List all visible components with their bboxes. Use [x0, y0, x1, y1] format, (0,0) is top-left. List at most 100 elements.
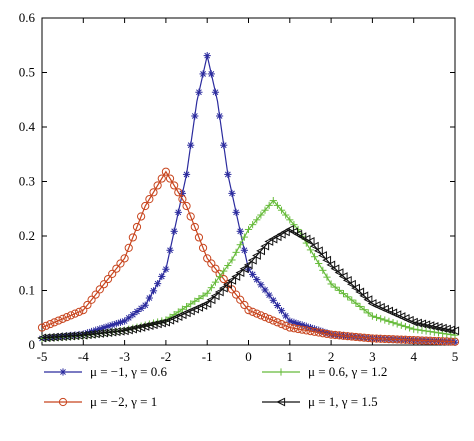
data-point — [385, 317, 393, 325]
data-point — [249, 221, 257, 229]
data-point — [199, 292, 207, 300]
data-point — [41, 333, 51, 343]
data-point — [352, 299, 360, 307]
data-point — [236, 295, 245, 304]
data-point — [37, 333, 47, 343]
data-point — [207, 70, 215, 78]
data-point — [49, 332, 59, 342]
data-point — [261, 206, 269, 214]
data-point — [166, 246, 174, 254]
data-point — [413, 318, 422, 328]
data-point — [335, 331, 344, 340]
data-point — [323, 273, 331, 281]
data-point — [421, 336, 431, 345]
legend-entry: μ = −1, γ = 0.6 — [44, 364, 167, 379]
data-point — [405, 324, 414, 332]
data-point — [256, 246, 265, 256]
data-point — [152, 319, 162, 329]
data-point — [66, 331, 76, 341]
data-point — [207, 284, 215, 292]
data-point — [381, 316, 389, 324]
data-point — [240, 246, 248, 254]
data-point — [186, 212, 195, 221]
axes-frame — [41, 17, 456, 346]
data-point — [236, 241, 244, 249]
data-point — [351, 283, 360, 293]
data-point — [421, 320, 431, 330]
data-point — [37, 323, 47, 332]
data-point — [348, 296, 356, 304]
data-point — [149, 188, 158, 197]
data-point — [74, 331, 84, 340]
data-point — [327, 280, 335, 288]
data-point — [265, 291, 273, 299]
data-point — [99, 280, 109, 289]
data-point — [53, 332, 63, 342]
data-point — [355, 287, 365, 297]
data-point — [153, 181, 162, 190]
data-point — [364, 333, 373, 343]
data-point — [281, 321, 290, 330]
data-point — [203, 254, 212, 263]
data-point — [128, 324, 137, 334]
data-point — [195, 88, 203, 96]
data-point — [293, 324, 303, 334]
data-point — [272, 232, 282, 242]
data-point — [310, 253, 319, 261]
data-point — [334, 268, 344, 278]
data-point — [276, 229, 286, 239]
data-point — [70, 309, 80, 318]
data-point — [174, 188, 183, 197]
x-tick-label: -2 — [160, 349, 171, 364]
data-point — [260, 241, 270, 251]
data-point — [231, 272, 241, 281]
data-point — [293, 229, 303, 239]
data-point — [227, 285, 237, 294]
data-point — [62, 312, 71, 322]
data-point — [115, 326, 125, 336]
data-point — [351, 332, 360, 342]
data-point — [257, 211, 265, 219]
plot-area: -5 -4 -3 -2 -1 0 1 2 3 4 5 0 0.1 0.2 0.3 0.4 0.5 0.6 — [19, 10, 460, 364]
data-point — [310, 327, 319, 336]
data-point — [343, 332, 352, 341]
data-point — [103, 274, 113, 284]
data-point — [277, 206, 286, 214]
data-point — [289, 227, 299, 237]
data-point — [286, 216, 294, 224]
data-point — [46, 319, 55, 329]
data-point — [211, 278, 220, 286]
data-point — [235, 268, 245, 278]
data-point — [277, 307, 286, 315]
data-point — [315, 259, 323, 268]
data-point — [132, 222, 142, 232]
data-point — [224, 170, 232, 179]
data-point — [244, 306, 253, 315]
y-tick-label: 0.3 — [19, 174, 35, 189]
data-point — [359, 291, 369, 301]
data-point — [215, 112, 224, 120]
data-point — [429, 322, 439, 331]
data-point — [95, 285, 104, 294]
data-point — [161, 167, 170, 176]
data-point — [103, 328, 113, 337]
data-point — [261, 286, 269, 294]
data-point — [253, 276, 261, 284]
data-point — [112, 264, 121, 273]
data-point — [326, 260, 336, 270]
data-point — [141, 301, 149, 309]
data-point — [410, 325, 418, 333]
data-point — [120, 254, 129, 263]
data-point — [355, 333, 365, 342]
data-point — [124, 325, 133, 335]
data-point — [393, 335, 402, 344]
data-point — [282, 211, 290, 219]
data-point — [301, 234, 311, 244]
data-point — [298, 325, 307, 334]
data-point — [108, 269, 117, 278]
data-point — [58, 314, 67, 323]
data-point — [228, 256, 236, 264]
data-point — [137, 212, 146, 221]
data-point — [144, 321, 154, 331]
